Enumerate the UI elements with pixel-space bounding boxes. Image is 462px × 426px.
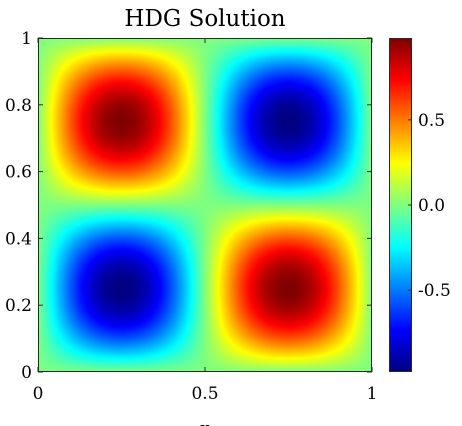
- y-tick-label: 0: [21, 363, 32, 383]
- y-tick-label: 0.8: [5, 96, 32, 116]
- y-tick-label: 0.6: [5, 163, 32, 183]
- x-tick-label: 1: [367, 384, 378, 404]
- colorbar: [389, 38, 412, 372]
- x-tick-label: 0: [33, 384, 44, 404]
- chart-title: HDG Solution: [124, 6, 286, 32]
- colorbar-tick-label: 0.5: [418, 111, 445, 131]
- y-tick-label: 1: [21, 29, 32, 49]
- colorbar-tick-label: 0.0: [418, 196, 445, 216]
- x-axis-label: x: [200, 419, 210, 426]
- heatmap-field: [38, 38, 372, 372]
- x-axis: 0 0.5 1: [33, 38, 378, 404]
- colorbar-tick-label: -0.5: [418, 281, 451, 301]
- colorbar-axis: -0.5 0.0 0.5: [408, 111, 451, 301]
- y-tick-label: 0.4: [5, 229, 32, 249]
- y-tick-label: 0.2: [5, 296, 32, 316]
- y-axis: 0 0.2 0.4 0.6 0.8 1: [5, 29, 372, 383]
- x-tick-label: 0.5: [191, 384, 218, 404]
